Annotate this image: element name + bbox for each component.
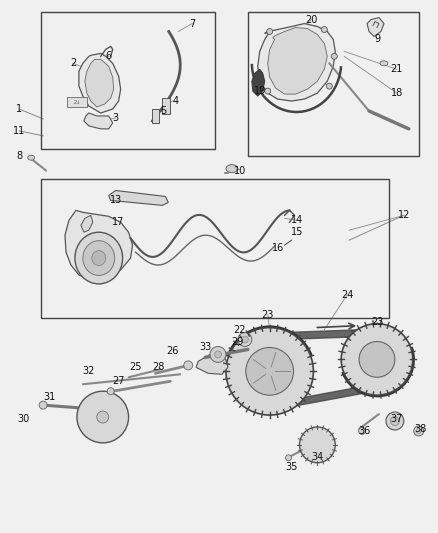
Ellipse shape <box>246 348 293 395</box>
Text: 10: 10 <box>234 166 246 175</box>
Text: 31: 31 <box>43 392 55 402</box>
Text: 38: 38 <box>415 424 427 434</box>
Ellipse shape <box>414 426 424 436</box>
Text: 14: 14 <box>291 215 304 225</box>
Ellipse shape <box>331 53 337 59</box>
Ellipse shape <box>359 342 395 377</box>
Text: 20: 20 <box>305 14 318 25</box>
Text: 21: 21 <box>391 64 403 74</box>
Text: 30: 30 <box>17 414 29 424</box>
Text: 33: 33 <box>199 343 211 352</box>
Text: 8: 8 <box>16 151 22 161</box>
Ellipse shape <box>210 346 226 362</box>
Ellipse shape <box>267 29 273 35</box>
Polygon shape <box>367 18 384 36</box>
Ellipse shape <box>107 387 114 394</box>
Text: 28: 28 <box>152 362 165 373</box>
Polygon shape <box>109 190 168 205</box>
Polygon shape <box>252 69 265 96</box>
Text: 2↓: 2↓ <box>73 100 81 104</box>
Polygon shape <box>268 28 327 94</box>
Ellipse shape <box>39 401 47 409</box>
Bar <box>67 97 87 107</box>
Ellipse shape <box>241 336 248 343</box>
Ellipse shape <box>326 83 332 89</box>
Text: 16: 16 <box>272 243 284 253</box>
Ellipse shape <box>265 88 271 94</box>
Text: 1: 1 <box>16 104 22 114</box>
Bar <box>152 109 159 123</box>
Ellipse shape <box>300 427 335 463</box>
Ellipse shape <box>386 412 404 430</box>
Ellipse shape <box>286 455 292 461</box>
Ellipse shape <box>341 324 413 395</box>
Text: 22: 22 <box>233 325 246 335</box>
Text: 29: 29 <box>232 336 244 346</box>
Text: 23: 23 <box>371 317 383 327</box>
Ellipse shape <box>77 391 129 443</box>
Ellipse shape <box>92 251 106 265</box>
Text: 9: 9 <box>374 35 380 44</box>
Text: 17: 17 <box>113 217 125 227</box>
Text: 6: 6 <box>106 51 112 61</box>
Text: 35: 35 <box>285 462 298 472</box>
Ellipse shape <box>184 361 193 370</box>
Ellipse shape <box>359 427 366 434</box>
Text: 37: 37 <box>391 414 403 424</box>
Polygon shape <box>65 211 133 280</box>
Ellipse shape <box>226 165 238 173</box>
Text: 25: 25 <box>129 362 142 373</box>
Ellipse shape <box>97 411 109 423</box>
Ellipse shape <box>75 232 123 284</box>
Bar <box>162 98 170 114</box>
Text: 24: 24 <box>341 290 353 300</box>
Text: 3: 3 <box>113 113 119 123</box>
Polygon shape <box>85 59 114 107</box>
Bar <box>41 12 215 149</box>
Text: 12: 12 <box>398 211 410 220</box>
Text: 23: 23 <box>261 310 274 320</box>
Ellipse shape <box>28 155 35 160</box>
Text: 15: 15 <box>291 227 304 237</box>
Ellipse shape <box>238 333 252 346</box>
Polygon shape <box>79 53 120 113</box>
Text: 26: 26 <box>166 346 179 357</box>
Text: 19: 19 <box>254 86 266 96</box>
Bar <box>248 12 419 156</box>
Text: 32: 32 <box>83 366 95 376</box>
Polygon shape <box>196 354 228 374</box>
Text: 4: 4 <box>172 96 178 106</box>
Text: 27: 27 <box>113 376 125 386</box>
Text: 36: 36 <box>358 426 370 436</box>
Ellipse shape <box>226 328 314 415</box>
Ellipse shape <box>321 27 327 33</box>
Text: 11: 11 <box>13 126 25 136</box>
Ellipse shape <box>390 417 399 425</box>
Polygon shape <box>258 23 335 101</box>
Text: 13: 13 <box>110 196 122 205</box>
Polygon shape <box>84 113 113 129</box>
Ellipse shape <box>215 351 222 358</box>
Ellipse shape <box>380 61 388 66</box>
Ellipse shape <box>416 429 421 433</box>
Text: 18: 18 <box>391 88 403 98</box>
Bar <box>41 179 389 318</box>
Text: 5: 5 <box>160 106 166 116</box>
Text: 34: 34 <box>311 452 324 462</box>
Polygon shape <box>81 215 93 232</box>
Ellipse shape <box>83 241 115 276</box>
Text: 2: 2 <box>70 58 76 68</box>
Text: 7: 7 <box>189 19 195 29</box>
